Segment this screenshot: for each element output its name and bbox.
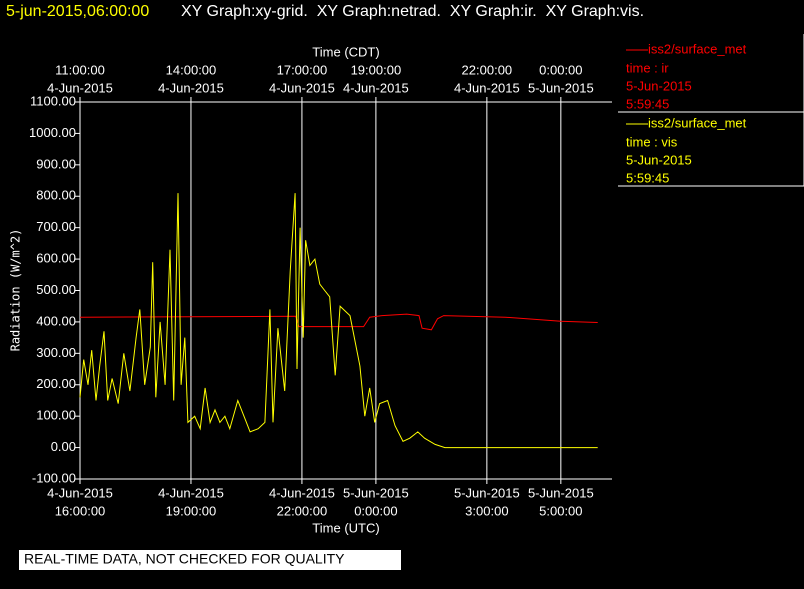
- legend-detail: 5-Jun-2015: [626, 152, 692, 167]
- x2-tick-date: 4-Jun-2015: [343, 80, 409, 95]
- y-tick-label: -100.00: [32, 470, 76, 485]
- x-tick-time: 5:00:00: [539, 503, 582, 518]
- legend-detail: time : ir: [626, 60, 669, 75]
- y-tick-label: 1000.00: [29, 125, 76, 140]
- header-graphs: XY Graph:xy-grid. XY Graph:netrad. XY Gr…: [181, 3, 644, 20]
- footer: REAL-TIME DATA, NOT CHECKED FOR QUALITY: [24, 551, 345, 567]
- x-tick-time: 0:00:00: [354, 503, 397, 518]
- y-axis-label: Radiation (W/m^2): [9, 229, 23, 352]
- legend-detail: 5:59:45: [626, 170, 669, 185]
- x2-tick-time: 19:00:00: [351, 62, 402, 77]
- series-line: [79, 313, 598, 331]
- legend-name: iss2/surface_met: [648, 41, 747, 56]
- y-tick-label: 800.00: [36, 188, 76, 203]
- x-tick-date: 4-Jun-2015: [269, 485, 335, 500]
- x2-tick-time: 11:00:00: [55, 62, 105, 77]
- legend-detail: 5-Jun-2015: [626, 78, 692, 93]
- x-tick-date: 4-Jun-2015: [158, 485, 224, 500]
- x-tick-time: 19:00:00: [166, 503, 217, 518]
- legend-detail: time : vis: [626, 134, 678, 149]
- x-tick-date: 5-Jun-2015: [343, 485, 409, 500]
- x-tick-date: 5-Jun-2015: [454, 485, 520, 500]
- series-line: [79, 193, 598, 449]
- x-tick-date: 5-Jun-2015: [528, 485, 594, 500]
- x2-tick-time: 22:00:00: [462, 62, 513, 77]
- x2-tick-date: 4-Jun-2015: [269, 80, 335, 95]
- x2-tick-time: 0:00:00: [539, 62, 582, 77]
- y-tick-label: 700.00: [36, 219, 76, 234]
- y-tick-label: 0.00: [51, 439, 76, 454]
- y-tick-label: 200.00: [36, 376, 76, 391]
- legend-detail: 5:59:45: [626, 96, 669, 111]
- y-tick-label: 600.00: [36, 251, 76, 266]
- y-tick-label: 900.00: [36, 156, 76, 171]
- x-tick-date: 4-Jun-2015: [47, 485, 113, 500]
- x2-tick-time: 14:00:00: [166, 62, 217, 77]
- x-tick-time: 3:00:00: [465, 503, 508, 518]
- y-tick-label: 1100.00: [30, 93, 76, 108]
- y-tick-label: 300.00: [36, 345, 76, 360]
- x2-axis-label: Time (CDT): [312, 44, 379, 59]
- x2-tick-date: 4-Jun-2015: [47, 80, 113, 95]
- x2-tick-date: 5-Jun-2015: [528, 80, 594, 95]
- x-axis-label: Time (UTC): [312, 520, 379, 535]
- x2-tick-time: 17:00:00: [277, 62, 328, 77]
- y-tick-label: 400.00: [36, 313, 76, 328]
- x2-tick-date: 4-Jun-2015: [454, 80, 520, 95]
- y-tick-label: 500.00: [36, 282, 76, 297]
- x-tick-time: 22:00:00: [277, 503, 328, 518]
- footer-box: [19, 550, 401, 570]
- x2-tick-date: 4-Jun-2015: [158, 80, 224, 95]
- legend-name: iss2/surface_met: [648, 115, 747, 130]
- y-tick-label: 100.00: [36, 408, 76, 423]
- x-tick-time: 16:00:00: [55, 503, 106, 518]
- header-timestamp: 5-jun-2015,06:00:00: [6, 3, 149, 20]
